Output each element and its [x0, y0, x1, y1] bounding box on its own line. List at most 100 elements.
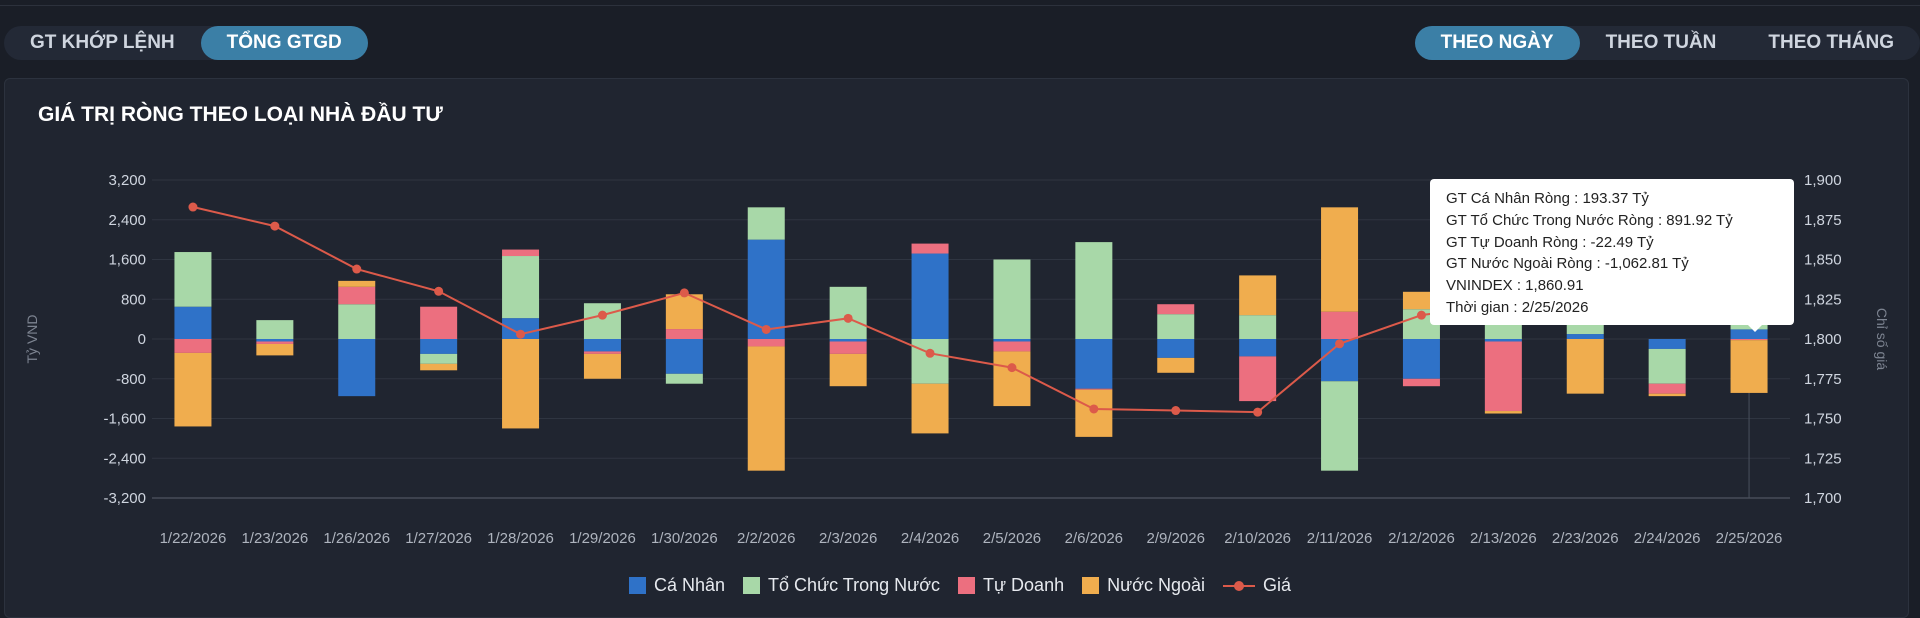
bar-segment — [1075, 242, 1113, 339]
legend-label: Cá Nhân — [654, 575, 726, 595]
price-point — [1007, 363, 1017, 373]
legend-swatch — [958, 577, 975, 594]
y-right-tick-label: 1,700 — [1804, 490, 1842, 507]
bar-segment — [747, 239, 785, 339]
bar-segment — [829, 339, 867, 342]
legend-ca-nhan[interactable]: Cá Nhân — [629, 575, 725, 596]
bar-segment — [1648, 383, 1686, 394]
legend-tu-doanh[interactable]: Tự Doanh — [958, 575, 1064, 596]
y-left-tick-label: -800 — [116, 371, 146, 388]
y-left-axis-title: Tỷ VND — [24, 315, 40, 364]
y-right-tick-label: 1,875 — [1804, 212, 1842, 229]
price-point — [925, 348, 935, 358]
legend-gia[interactable]: Giá — [1222, 575, 1291, 596]
bar-segment — [1321, 381, 1359, 471]
bar-segment — [1239, 356, 1277, 402]
bar-segment — [1730, 329, 1768, 339]
x-tick-label: 1/30/2026 — [651, 530, 718, 547]
bar-segment — [1566, 334, 1604, 339]
bar-segment — [1157, 339, 1195, 358]
legend-label: Tổ Chức Trong Nước — [768, 575, 940, 595]
period-toggle: THEO NGÀY THEO TUẦN THEO THÁNG — [1414, 26, 1920, 60]
bar-segment — [747, 346, 785, 471]
x-tick-label: 2/5/2026 — [983, 530, 1041, 547]
x-tick-label: 2/2/2026 — [737, 530, 795, 547]
bar-segment — [583, 353, 621, 379]
panel-title: GIÁ TRỊ RÒNG THEO LOẠI NHÀ ĐẦU TƯ — [38, 103, 443, 126]
bar-segment — [174, 339, 212, 353]
legend-swatch — [1082, 577, 1100, 594]
bar-segment — [256, 343, 294, 356]
bar-segment — [1484, 411, 1522, 414]
bar-segment — [338, 280, 376, 287]
tab-theo-thang[interactable]: THEO THÁNG — [1768, 32, 1894, 53]
bar-segment — [665, 373, 703, 384]
x-tick-label: 1/28/2026 — [487, 530, 554, 547]
bar-segment — [256, 339, 294, 342]
bar-segment — [338, 286, 376, 305]
x-tick-label: 1/29/2026 — [569, 530, 636, 547]
bar-segment — [1075, 339, 1113, 389]
bar-segment — [993, 259, 1031, 339]
bar-segment — [420, 353, 458, 364]
bar-segment — [911, 243, 949, 254]
bar-segment — [1730, 340, 1768, 393]
tooltip-line: GT Cá Nhân Ròng : 193.37 Tỷ — [1446, 190, 1649, 207]
bar-segment — [583, 351, 621, 354]
bar-segment — [1648, 393, 1686, 397]
bar-segment — [747, 339, 785, 347]
x-tick-label: 2/4/2026 — [901, 530, 959, 547]
tooltip-line: GT Tổ Chức Trong Nước Ròng : 891.92 Tỷ — [1446, 211, 1733, 229]
chart-tooltip: GT Cá Nhân Ròng : 193.37 Tỷ GT Tổ Chức T… — [1430, 179, 1794, 325]
x-tick-label: 2/3/2026 — [819, 530, 877, 547]
legend-to-chuc-trong-nuoc[interactable]: Tổ Chức Trong Nước — [743, 575, 940, 596]
tooltip-line: VNINDEX : 1,860.91 — [1446, 277, 1584, 295]
x-tick-label: 1/22/2026 — [160, 530, 227, 547]
x-tick-label: 2/9/2026 — [1147, 530, 1205, 547]
bar-segment — [1402, 339, 1440, 379]
bar-segment — [338, 304, 376, 339]
legend-swatch — [629, 577, 646, 594]
y-left-tick-label: 0 — [138, 331, 146, 348]
x-tick-label: 2/24/2026 — [1634, 530, 1701, 547]
chart-legend: Cá Nhân Tổ Chức Trong Nước Tự Doanh Nước… — [0, 575, 1920, 596]
top-divider — [0, 0, 1920, 6]
price-point — [434, 286, 444, 296]
x-tick-label: 2/25/2026 — [1716, 530, 1783, 547]
y-right-tick-label: 1,725 — [1804, 450, 1842, 467]
bar-segment — [1157, 314, 1195, 339]
legend-nuoc-ngoai[interactable]: Nước Ngoài — [1082, 575, 1205, 596]
bar-segment — [1648, 348, 1686, 384]
bar-segment — [1730, 339, 1768, 341]
bar-segment — [993, 351, 1031, 407]
price-point — [1253, 407, 1263, 417]
y-right-tick-label: 1,825 — [1804, 291, 1842, 308]
price-point — [270, 221, 280, 231]
bar-segment — [747, 207, 785, 240]
bar-segment — [1157, 357, 1195, 373]
legend-line-swatch — [1222, 577, 1255, 594]
legend-label: Giá — [1262, 575, 1291, 595]
bar-segment — [502, 249, 540, 257]
bar-segment — [256, 341, 294, 344]
y-left-tick-label: 3,200 — [108, 172, 146, 189]
tooltip-line: GT Tự Doanh Ròng : -22.49 Tỷ — [1446, 233, 1654, 251]
x-tick-label: 2/12/2026 — [1388, 530, 1455, 547]
bar-segment — [993, 339, 1031, 342]
price-point — [516, 329, 526, 339]
tab-theo-ngay[interactable]: THEO NGÀY — [1414, 26, 1580, 60]
bar-segment — [911, 339, 949, 384]
bar-segment — [1566, 339, 1604, 394]
tab-theo-tuan[interactable]: THEO TUẦN — [1605, 32, 1717, 53]
y-right-axis-title: Chỉ số giá — [1874, 308, 1890, 370]
bar-segment — [1321, 311, 1359, 339]
tab-gt-khop-lenh[interactable]: GT KHỚP LỆNH — [30, 32, 175, 53]
bar-segment — [420, 306, 458, 339]
bar-segment — [1484, 324, 1522, 339]
bar-segment — [502, 318, 540, 339]
price-point — [188, 202, 198, 212]
x-tick-label: 1/27/2026 — [405, 530, 472, 547]
bar-segment — [665, 294, 703, 330]
tab-tong-gtgd[interactable]: TỔNG GTGD — [200, 26, 368, 60]
